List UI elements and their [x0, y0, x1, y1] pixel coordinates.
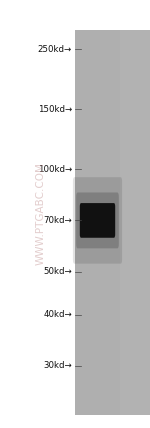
- Text: 40kd→: 40kd→: [43, 310, 72, 319]
- Bar: [75, 30, 120, 415]
- Text: 70kd→: 70kd→: [43, 216, 72, 225]
- Text: 100kd→: 100kd→: [38, 164, 72, 174]
- Text: 30kd→: 30kd→: [43, 361, 72, 371]
- Text: WWW.PTGABC.COM: WWW.PTGABC.COM: [36, 163, 45, 265]
- Bar: [75, 30, 150, 415]
- FancyBboxPatch shape: [80, 203, 115, 238]
- Text: 250kd→: 250kd→: [38, 45, 72, 54]
- Text: 50kd→: 50kd→: [43, 267, 72, 276]
- FancyBboxPatch shape: [76, 193, 119, 248]
- Text: 150kd→: 150kd→: [38, 104, 72, 114]
- FancyBboxPatch shape: [73, 177, 122, 264]
